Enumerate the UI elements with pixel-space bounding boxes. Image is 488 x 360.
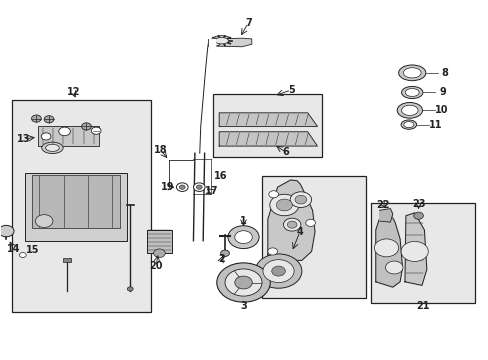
Text: 21: 21 [416, 301, 429, 311]
Ellipse shape [210, 36, 232, 46]
Circle shape [127, 287, 133, 291]
Circle shape [287, 221, 296, 228]
Bar [12, 100, 150, 312]
Polygon shape [38, 126, 99, 146]
Circle shape [294, 195, 306, 204]
Circle shape [263, 260, 293, 283]
Circle shape [81, 123, 91, 130]
Polygon shape [219, 132, 317, 146]
Polygon shape [267, 180, 314, 260]
Polygon shape [375, 212, 402, 287]
Circle shape [59, 127, 70, 136]
Circle shape [255, 254, 301, 288]
Circle shape [179, 185, 185, 189]
Ellipse shape [401, 105, 417, 116]
Circle shape [267, 248, 277, 255]
Circle shape [269, 194, 298, 216]
Circle shape [196, 185, 202, 189]
Circle shape [210, 39, 220, 46]
Bar [370, 203, 474, 303]
Text: 22: 22 [376, 200, 389, 210]
Bar [261, 176, 366, 298]
Circle shape [216, 263, 270, 302]
Bar [63, 258, 71, 262]
Circle shape [413, 212, 423, 219]
Text: 16: 16 [213, 171, 226, 181]
Bar [147, 230, 171, 253]
Text: 17: 17 [204, 186, 218, 197]
Text: 11: 11 [428, 120, 442, 130]
Circle shape [41, 133, 51, 140]
Ellipse shape [45, 144, 59, 152]
Circle shape [234, 231, 252, 244]
Ellipse shape [214, 37, 228, 44]
Ellipse shape [398, 65, 425, 81]
Text: 10: 10 [434, 105, 447, 115]
Text: 5: 5 [287, 85, 294, 95]
Circle shape [224, 269, 262, 296]
Ellipse shape [403, 68, 420, 78]
Circle shape [385, 261, 402, 274]
Text: 3: 3 [240, 301, 246, 311]
Text: 4: 4 [296, 227, 303, 237]
Ellipse shape [396, 103, 422, 118]
Text: 7: 7 [244, 18, 251, 28]
Circle shape [373, 239, 398, 257]
Circle shape [0, 225, 14, 237]
Text: 14: 14 [7, 244, 20, 254]
Polygon shape [379, 208, 392, 222]
Bar [32, 175, 119, 228]
Text: 6: 6 [282, 147, 288, 157]
Ellipse shape [400, 120, 416, 129]
Circle shape [271, 266, 285, 276]
Circle shape [193, 183, 204, 192]
Text: 13: 13 [17, 134, 30, 144]
Text: 19: 19 [161, 182, 175, 192]
Circle shape [91, 127, 101, 134]
Circle shape [276, 199, 292, 211]
Circle shape [227, 226, 259, 249]
Bar [25, 173, 126, 241]
Circle shape [44, 116, 54, 123]
Circle shape [20, 252, 26, 257]
Bar [212, 94, 322, 157]
Text: 18: 18 [154, 145, 167, 156]
Circle shape [31, 115, 41, 122]
Polygon shape [219, 113, 317, 126]
Polygon shape [215, 38, 251, 47]
Circle shape [289, 192, 311, 207]
Text: 20: 20 [149, 261, 163, 271]
Text: 23: 23 [411, 199, 425, 209]
Circle shape [153, 249, 165, 257]
Circle shape [283, 218, 300, 231]
Text: 2: 2 [218, 254, 224, 264]
Text: 8: 8 [441, 68, 448, 78]
Ellipse shape [41, 142, 63, 154]
Text: 9: 9 [438, 87, 445, 98]
Circle shape [176, 183, 188, 192]
Circle shape [305, 219, 315, 226]
Ellipse shape [403, 122, 413, 128]
Circle shape [220, 250, 229, 256]
Polygon shape [404, 213, 426, 285]
Text: 1: 1 [240, 216, 246, 226]
Text: 15: 15 [26, 245, 39, 255]
Circle shape [35, 215, 53, 228]
Circle shape [400, 242, 427, 261]
Ellipse shape [401, 86, 422, 99]
Circle shape [268, 191, 278, 198]
Circle shape [234, 276, 252, 289]
Ellipse shape [405, 89, 418, 96]
Text: 12: 12 [66, 87, 80, 98]
